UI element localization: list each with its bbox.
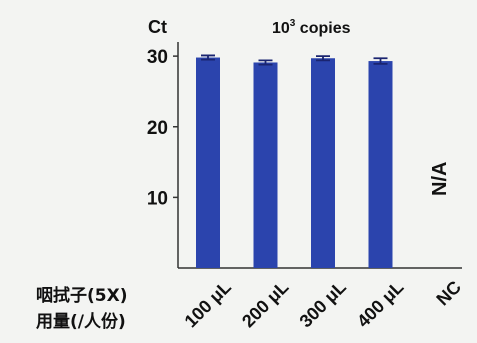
y-axis-label: Ct [148,17,167,37]
error-bar-0 [201,54,215,61]
x-tick-label-1: 200 μL [238,277,292,331]
error-bar-2 [316,55,330,62]
y-ticks: 10 20 30 [147,47,178,209]
x-tick-label-2: 300 μL [296,277,350,331]
y-tick-label: 20 [147,118,168,139]
x-tick-label-3: 400 μL [353,277,407,331]
bar-3 [368,61,393,268]
y-tick-label: 10 [147,188,168,209]
chart-title: 103 copies [272,18,351,37]
bar-2 [311,58,335,269]
error-bar-3 [373,57,388,65]
bar-1 [253,62,278,269]
na-annotation: N/A [429,162,451,196]
x-tick-label-4: NC [432,277,465,310]
error-bar-1 [258,59,273,66]
y-tick-label: 30 [147,47,168,68]
x-tick-labels: 100 μL 200 μL 300 μL 400 μL NC [181,277,465,331]
row-label-dosage: 用量(/人份) [36,312,126,332]
bar-0 [196,57,220,268]
x-tick-label-0: 100 μL [181,277,235,331]
bars [196,54,393,269]
row-label-sample: 咽拭子(5X) [36,286,128,306]
